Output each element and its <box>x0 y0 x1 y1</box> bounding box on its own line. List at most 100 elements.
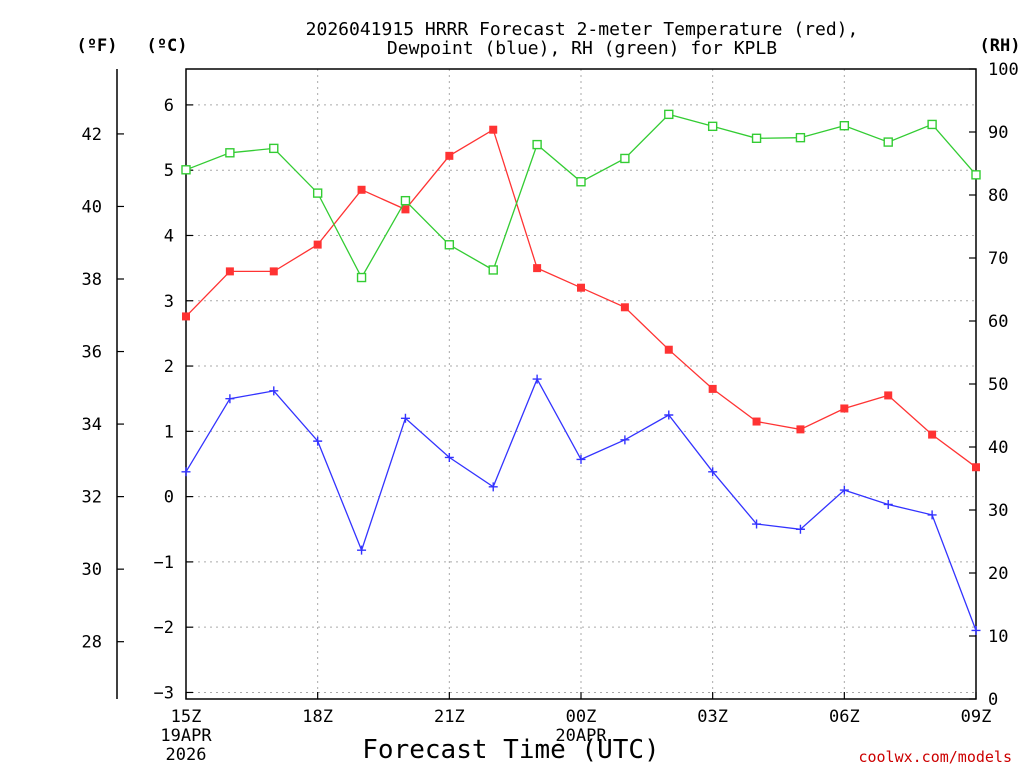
temperature-point <box>752 417 761 426</box>
temperature-point <box>928 430 937 439</box>
series-layer <box>181 109 981 635</box>
dewpoint-point <box>400 413 410 423</box>
temperature-point <box>840 404 849 413</box>
rh-point <box>225 148 235 158</box>
celsius-tick-label: −2 <box>154 618 174 638</box>
fahrenheit-tick-label: 42 <box>82 125 102 145</box>
temperature-point <box>533 264 542 273</box>
celsius-tick-label: 1 <box>164 422 174 442</box>
dewpoint-point <box>269 386 279 396</box>
time-tick-year: 2026 <box>166 745 207 765</box>
rh-tick-label: 0 <box>988 690 998 710</box>
chart-title-line2: Dewpoint (blue), RH (green) for KPLB <box>387 38 777 59</box>
dewpoint-point <box>181 467 191 477</box>
rh-point <box>269 143 279 154</box>
time-tick-label: 18Z <box>302 707 333 727</box>
temperature-point <box>225 267 234 276</box>
celsius-tick-label: 3 <box>164 292 174 312</box>
fahrenheit-tick-label: 28 <box>82 633 102 653</box>
fahrenheit-tick-label: 30 <box>82 560 102 580</box>
time-tick-label: 21Z <box>434 707 465 727</box>
rh-point <box>488 265 498 275</box>
rh-tick-label: 90 <box>988 123 1008 143</box>
dewpoint-point <box>927 510 937 520</box>
dewpoint-point <box>532 374 542 384</box>
temperature-point <box>269 267 278 276</box>
rh-tick-label: 80 <box>988 186 1008 206</box>
time-tick-label: 00Z <box>566 707 597 727</box>
temperature-point <box>182 312 190 321</box>
dewpoint-point <box>839 485 849 495</box>
chart-title-line1: 2026041915 HRRR Forecast 2-meter Tempera… <box>306 19 859 40</box>
rh-tick-label: 70 <box>988 249 1008 269</box>
rh-unit-label: (RH) <box>980 36 1021 56</box>
rh-point <box>532 139 542 150</box>
dewpoint-point <box>225 394 235 404</box>
dewpoint-point <box>488 482 498 492</box>
dewpoint-point <box>971 625 981 635</box>
celsius-tick-label: −3 <box>154 683 174 703</box>
celsius-tick-label: 5 <box>164 161 174 181</box>
temperature-point <box>884 391 893 400</box>
watermark: coolwx.com/models <box>858 748 1012 766</box>
dewpoint-point <box>576 454 586 464</box>
dewpoint-point <box>795 524 805 534</box>
rh-point <box>444 240 455 250</box>
celsius-tick-label: −1 <box>154 553 174 573</box>
fahrenheit-tick-label: 32 <box>82 488 102 508</box>
rh-tick-label: 30 <box>988 501 1008 521</box>
temperature-point <box>577 283 585 292</box>
rh-point <box>795 132 806 143</box>
temperature-point <box>445 151 454 160</box>
time-tick-label: 03Z <box>697 707 728 727</box>
grid-lines <box>185 69 977 699</box>
rh-point <box>883 137 893 147</box>
rh-point <box>927 119 937 130</box>
celsius-tick-label: 4 <box>164 226 174 246</box>
rh-point <box>181 165 191 175</box>
rh-point <box>620 153 630 164</box>
temperature-point <box>620 303 629 312</box>
rh-point <box>312 188 323 198</box>
temperature-point <box>796 425 805 434</box>
x-axis-title: Forecast Time (UTC) <box>362 735 659 765</box>
rh-tick-label: 40 <box>988 438 1008 458</box>
rh-point <box>400 195 411 206</box>
dewpoint-point <box>708 467 718 477</box>
temperature-point <box>357 185 366 194</box>
time-tick-date: 20APR <box>555 726 607 746</box>
rh-point <box>664 109 674 120</box>
fahrenheit-tick-label: 34 <box>82 415 102 435</box>
celsius-tick-label: 0 <box>164 488 174 508</box>
dewpoint-point <box>444 452 454 462</box>
rh-point <box>751 133 762 144</box>
temperature-point <box>664 345 673 354</box>
rh-point <box>576 177 586 187</box>
rh-point <box>971 170 981 180</box>
time-tick-date: 19APR <box>160 726 212 746</box>
rh-axis: 0 10 20 30 40 50 60 70 80 90 100 <box>969 60 1019 710</box>
time-tick-label: 06Z <box>829 707 860 727</box>
rh-point <box>356 272 367 283</box>
time-tick-label: 15Z <box>171 707 202 727</box>
rh-tick-label: 20 <box>988 564 1008 584</box>
rh-tick-label: 50 <box>988 375 1008 395</box>
fahrenheit-axis: 28 30 32 34 36 38 40 42 <box>82 125 124 653</box>
temperature-point <box>972 463 980 472</box>
dewpoint-point <box>620 435 630 445</box>
temperature-point <box>708 384 717 393</box>
temperature-point <box>489 125 498 134</box>
celsius-tick-label: 6 <box>164 96 174 116</box>
rh-point <box>839 120 850 131</box>
rh-tick-label: 100 <box>988 60 1019 80</box>
fahrenheit-tick-label: 38 <box>82 270 102 290</box>
celsius-unit-label: (ºC) <box>147 36 188 56</box>
dewpoint-point <box>752 519 762 529</box>
dewpoint-point <box>357 545 367 555</box>
dewpoint-point <box>664 410 674 420</box>
dewpoint-point <box>883 499 893 509</box>
time-tick-label: 09Z <box>961 707 992 727</box>
celsius-axis: −3 −2 −1 0 1 2 3 4 5 6 <box>154 96 193 703</box>
